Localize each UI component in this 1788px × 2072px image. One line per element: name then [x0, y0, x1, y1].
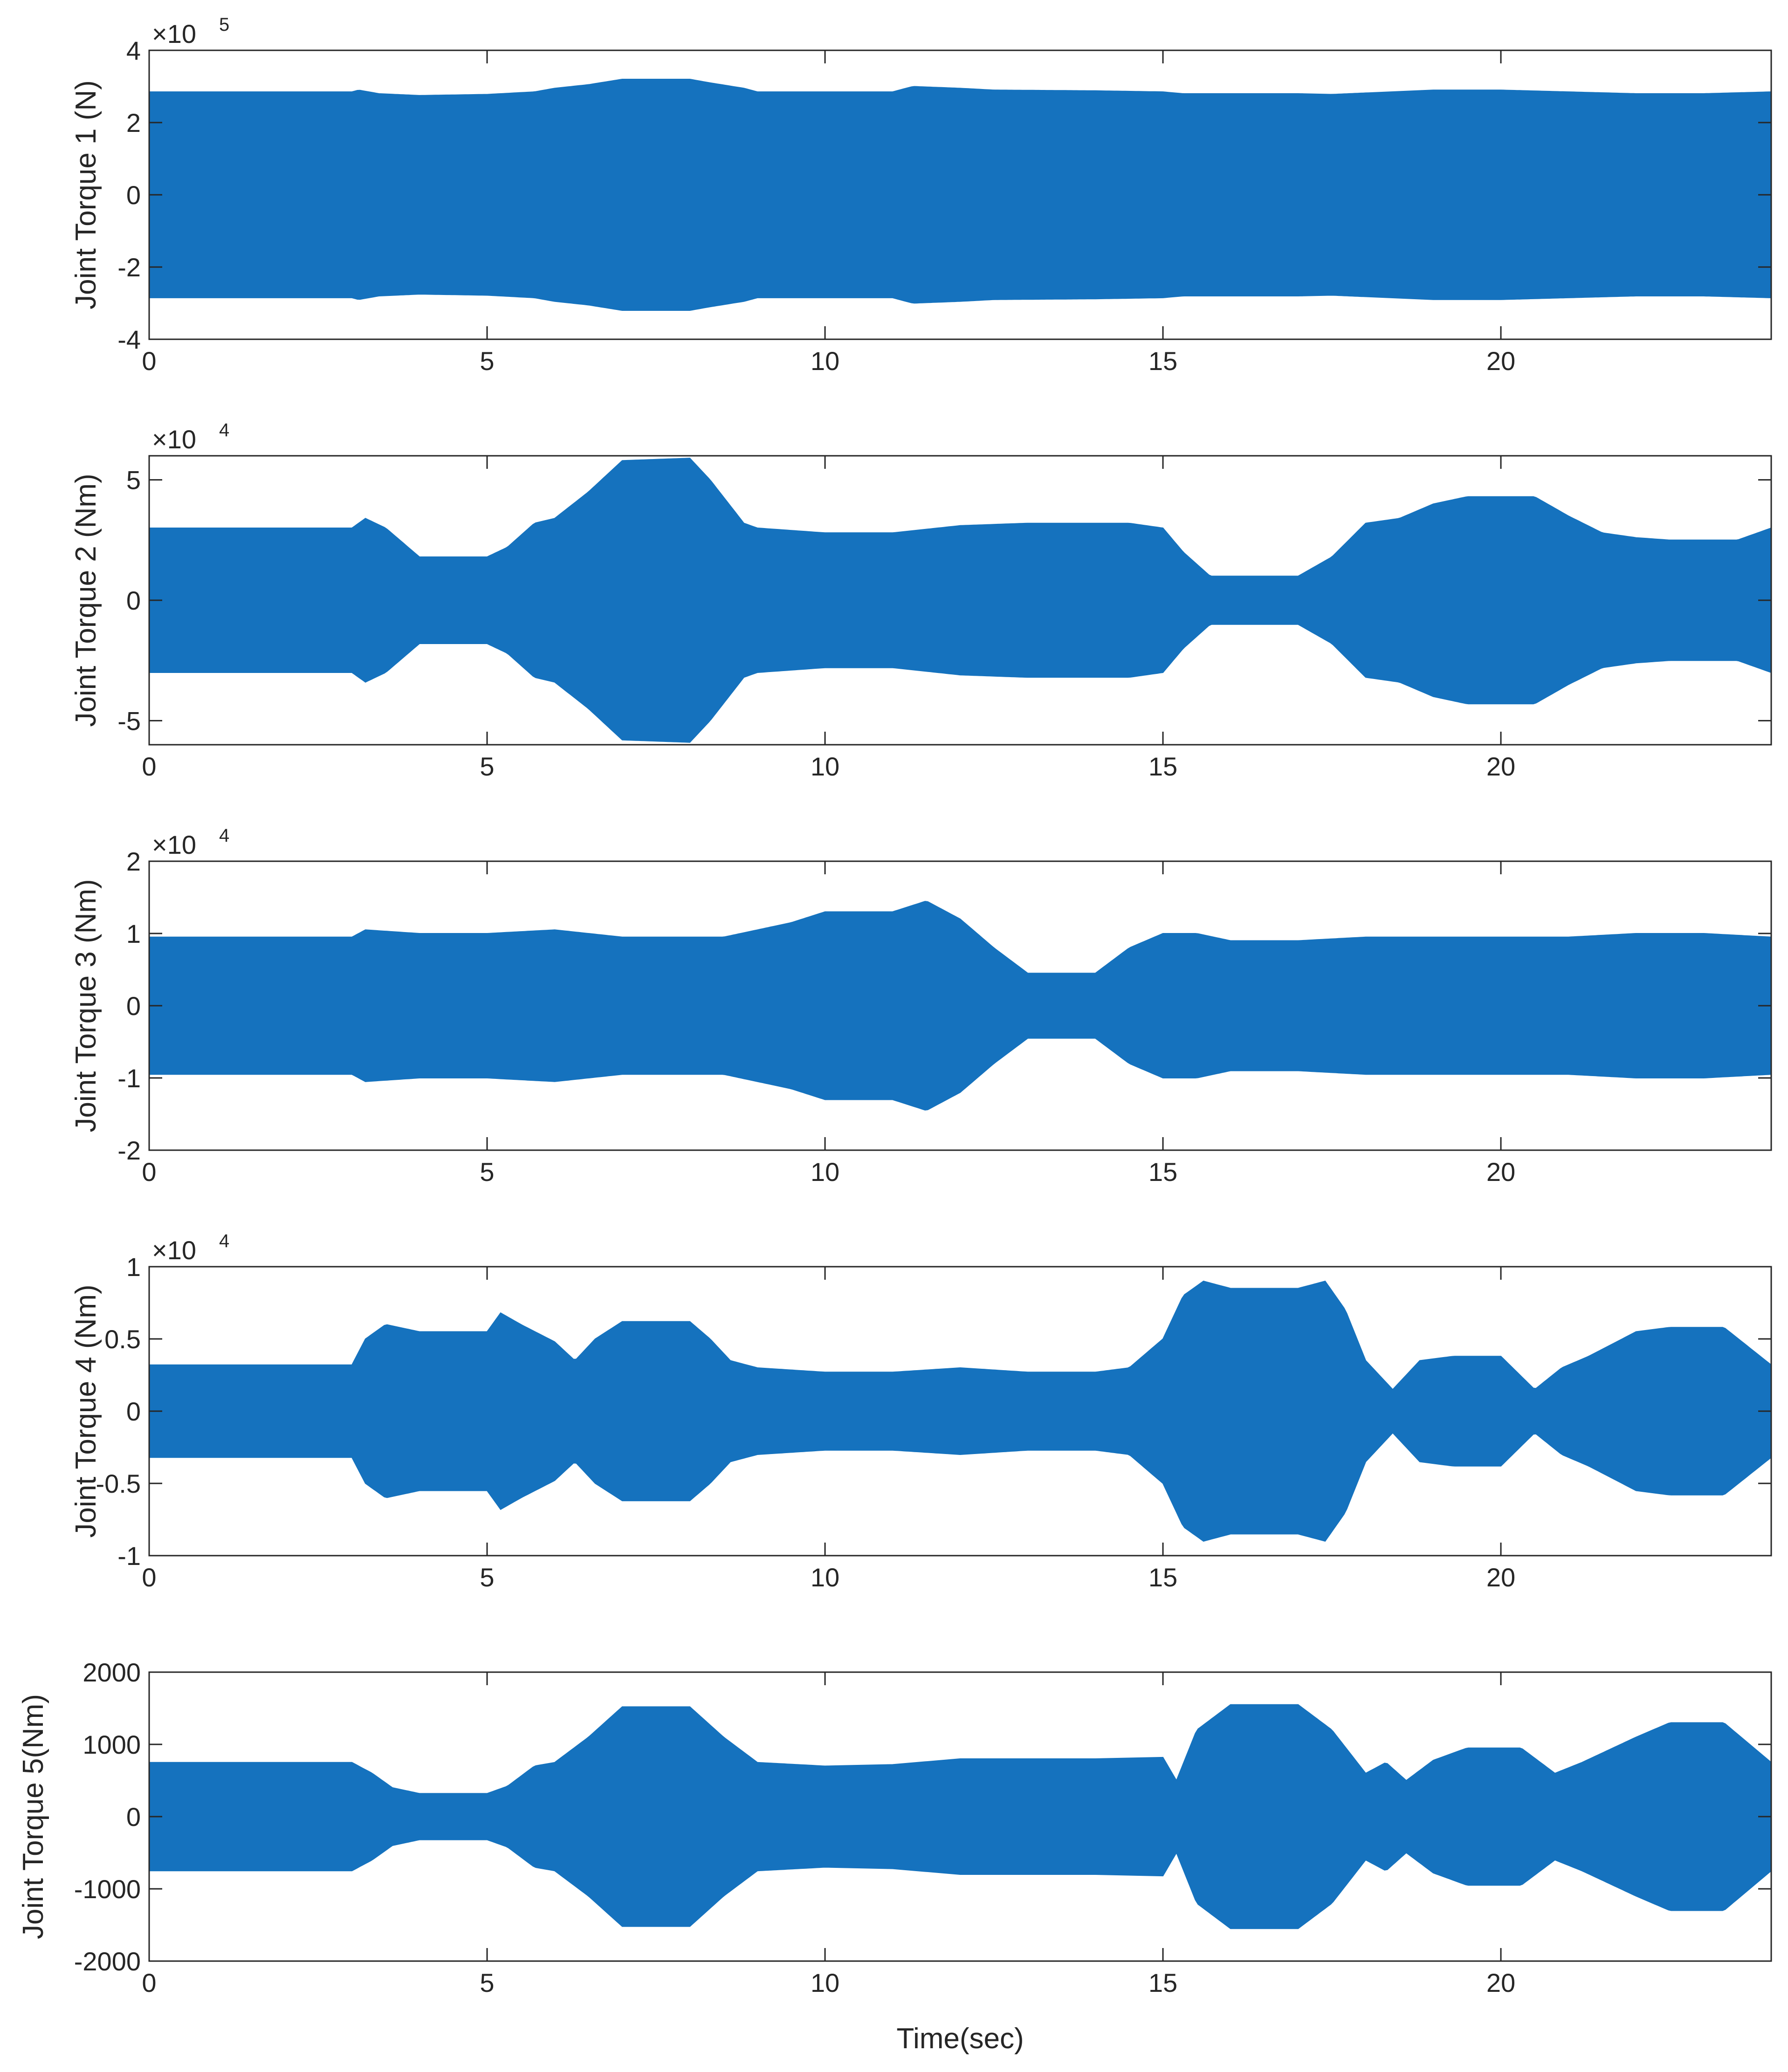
y-tick-label: 1: [126, 919, 141, 948]
y-tick-label: -2: [117, 1136, 141, 1165]
y-tick-label: -5: [117, 706, 141, 735]
y-axis-label: Joint Torque 2 (Nm): [70, 473, 102, 727]
y-tick-label: -1: [117, 1063, 141, 1093]
signal-envelope-4: [149, 1280, 1771, 1542]
subplot-1: 0 5 10 15 20 -4 -2 0 2 4 ×10 5 Joint Torque 1 (N): [70, 14, 1772, 376]
y-axis-label: Joint Torque 1 (N): [70, 80, 102, 309]
y-tick-label: 0: [126, 180, 141, 210]
y-tick-label: 2000: [83, 1658, 141, 1687]
y-exponent-power: 5: [219, 14, 229, 35]
x-tick-label: 5: [480, 752, 494, 781]
y-exponent-power: 4: [219, 1231, 229, 1251]
y-tick-label: -2000: [74, 1947, 141, 1976]
x-tick-label: 0: [142, 1157, 156, 1187]
x-tick-label: 15: [1148, 346, 1177, 376]
y-axis-label: Joint Torque 3 (Nm): [70, 879, 102, 1132]
x-tick-label: 5: [480, 346, 494, 376]
y-tick-label: -4: [117, 325, 141, 354]
y-axis-label: Joint Torque 4 (Nm): [70, 1284, 102, 1537]
y-tick-label: 0: [126, 1397, 141, 1426]
y-tick-label: 0: [126, 991, 141, 1021]
y-tick-label: 2: [126, 847, 141, 876]
x-tick-label: 10: [811, 1157, 839, 1187]
signal-envelope-5: [149, 1704, 1771, 1929]
y-tick-label: 5: [126, 466, 141, 495]
y-tick-label: -1: [117, 1541, 141, 1571]
y-exponent-label: ×10: [152, 1235, 196, 1265]
x-tick-label: 0: [142, 1968, 156, 1997]
signal-envelope-3: [149, 901, 1771, 1111]
x-tick-label: 20: [1486, 1157, 1515, 1187]
signal-envelope-1: [149, 79, 1771, 311]
y-tick-label: 0.5: [104, 1324, 141, 1354]
y-exponent-label: ×10: [152, 830, 196, 859]
y-exponent-power: 4: [219, 825, 229, 846]
x-tick-label: 20: [1486, 1968, 1515, 1997]
x-tick-label: 20: [1486, 752, 1515, 781]
y-tick-label: -1000: [74, 1874, 141, 1904]
x-tick-label: 15: [1148, 752, 1177, 781]
y-axis-label: Joint Torque 5(Nm): [17, 1694, 49, 1939]
x-tick-label: 10: [811, 346, 839, 376]
y-tick-label: 2: [126, 108, 141, 137]
x-axis-label: Time(sec): [896, 2023, 1024, 2055]
y-tick-label: 0: [126, 586, 141, 615]
x-tick-label: 15: [1148, 1157, 1177, 1187]
x-tick-label: 20: [1486, 346, 1515, 376]
x-tick-label: 5: [480, 1968, 494, 1997]
x-tick-label: 10: [811, 752, 839, 781]
x-tick-label: 15: [1148, 1563, 1177, 1592]
subplot-5: 0 5 10 15 20 -2000 -1000 0 1000 2000 Joint Torque …: [17, 1658, 1772, 1997]
y-exponent-power: 4: [219, 420, 229, 440]
x-tick-label: 15: [1148, 1968, 1177, 1997]
x-tick-label: 5: [480, 1563, 494, 1592]
y-tick-label: 4: [126, 36, 141, 65]
subplot-4: 0 5 10 15 20 -1 -0.5 0 0.5 1 ×10 4 Joint Torque 4 (N…: [70, 1231, 1772, 1592]
x-tick-label: 5: [480, 1157, 494, 1187]
x-tick-label: 10: [811, 1968, 839, 1997]
subplot-3: 0 5 10 15 20 -2 -1 0 1 2 ×10 4 Joint Torque 3 (Nm): [70, 825, 1772, 1187]
y-tick-label: 0: [126, 1802, 141, 1832]
y-tick-label: 1000: [83, 1730, 141, 1759]
y-tick-label: 1: [126, 1252, 141, 1282]
y-exponent-label: ×10: [152, 425, 196, 454]
x-tick-label: 20: [1486, 1563, 1515, 1592]
x-tick-label: 0: [142, 752, 156, 781]
y-tick-label: -2: [117, 253, 141, 282]
signal-envelope-2: [149, 458, 1771, 743]
x-tick-label: 0: [142, 346, 156, 376]
y-tick-label: -0.5: [96, 1469, 141, 1498]
y-exponent-label: ×10: [152, 19, 196, 48]
x-tick-label: 0: [142, 1563, 156, 1592]
x-tick-label: 10: [811, 1563, 839, 1592]
